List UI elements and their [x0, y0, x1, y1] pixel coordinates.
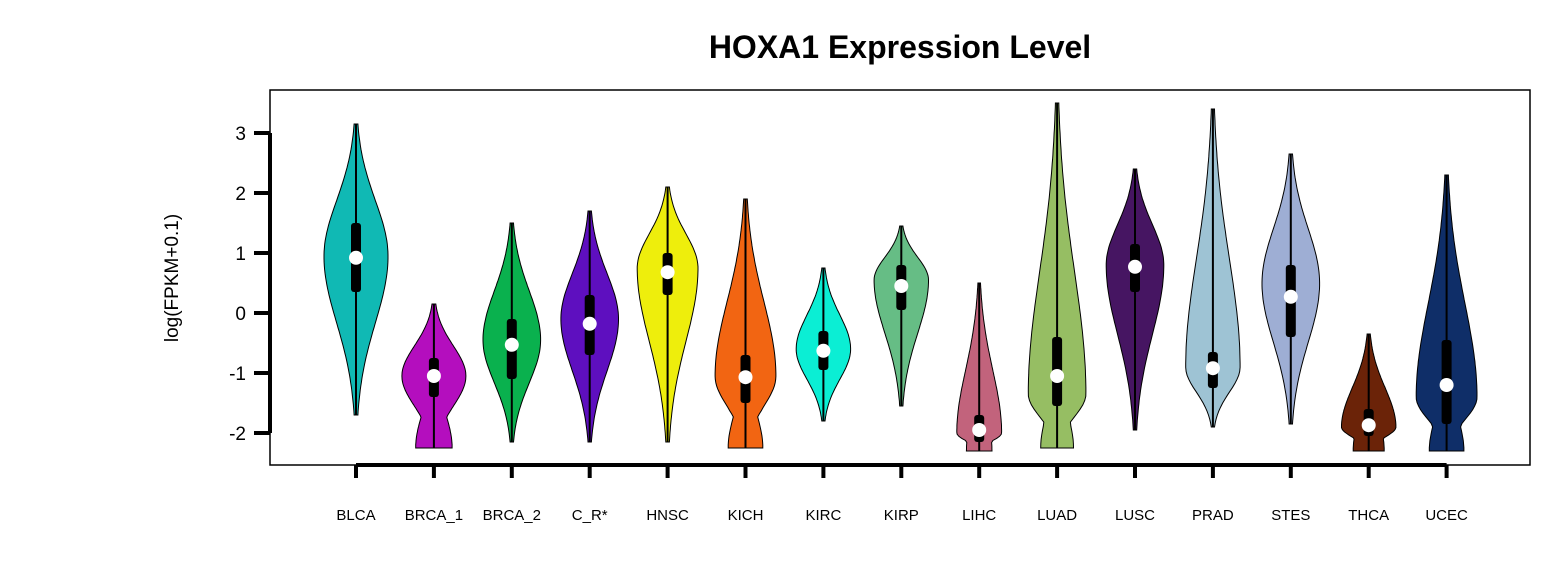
x-tick-label: C_R*	[572, 507, 608, 524]
y-axis: 3 2 1 0 -1 -2	[229, 124, 272, 445]
x-tick-label: KIRP	[884, 507, 919, 524]
violins	[323, 102, 1478, 452]
violin-median	[738, 370, 753, 385]
violin-median	[972, 423, 987, 437]
violin-median	[1050, 369, 1065, 383]
violin-luad	[1027, 102, 1087, 449]
violin-lihc	[956, 282, 1003, 452]
x-tick-label: THCA	[1348, 507, 1389, 524]
x-tick-label: KIRC	[805, 507, 841, 524]
violin-kirp	[873, 225, 929, 407]
violin-median	[660, 265, 675, 280]
violin-blca	[323, 123, 389, 416]
violin-median	[894, 279, 909, 293]
violin-median	[1128, 259, 1142, 274]
y-tick-label: 2	[235, 184, 246, 205]
x-tick-label: LUAD	[1037, 507, 1077, 524]
x-axis: BLCA BRCA_1 BRCA_2 C_R* HNSC KICH KIRC KIRP LIHC…	[336, 463, 1468, 524]
chart-title: HOXA1 Expression Level	[709, 29, 1091, 65]
violin-stes	[1261, 153, 1321, 425]
y-axis-label: log(FPKM+0.1)	[162, 214, 183, 342]
violin-median	[582, 316, 597, 331]
violin-median	[1439, 378, 1454, 392]
y-tick-label: -1	[229, 364, 246, 385]
violin-median	[1361, 418, 1376, 433]
x-tick-label: KICH	[728, 507, 764, 524]
x-tick-label: BRCA_1	[405, 507, 463, 524]
violin-median	[349, 250, 363, 265]
y-tick-label: 1	[235, 244, 246, 265]
x-tick-label: LUSC	[1115, 507, 1155, 524]
violin-lusc	[1105, 168, 1165, 431]
violin-median	[1283, 289, 1298, 304]
x-tick-label: BLCA	[336, 507, 375, 524]
violin-median	[426, 369, 441, 383]
x-tick-label: HNSC	[646, 507, 689, 524]
violin-ucec	[1415, 174, 1478, 452]
y-tick-label: 3	[235, 124, 246, 145]
x-tick-label: STES	[1271, 507, 1310, 524]
violin-prad	[1185, 108, 1241, 428]
x-tick-label: UCEC	[1425, 507, 1468, 524]
violin-kirc	[795, 267, 852, 422]
violin-median	[504, 337, 519, 352]
x-tick-label: BRCA_2	[483, 507, 541, 524]
violin-median	[1205, 361, 1220, 376]
y-tick-label: 0	[235, 304, 246, 325]
violin-median	[816, 343, 831, 358]
violin-brca-1	[401, 303, 467, 449]
x-tick-label: LIHC	[962, 507, 996, 524]
violin-kich	[714, 198, 777, 449]
violin-c-r-	[560, 210, 619, 443]
violin-brca-2	[482, 222, 542, 443]
y-tick-label: -2	[229, 424, 246, 445]
x-tick-label: PRAD	[1192, 507, 1234, 524]
violin-hnsc	[636, 186, 699, 443]
violin-thca	[1341, 333, 1397, 452]
